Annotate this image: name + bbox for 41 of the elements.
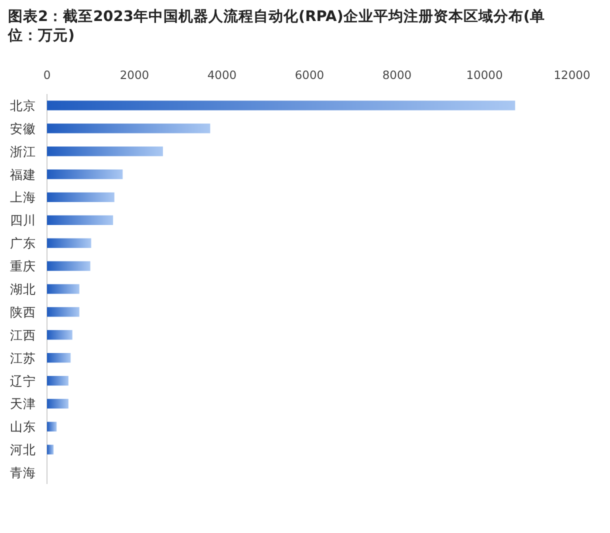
y-tick-label: 山东 <box>10 419 36 434</box>
bar <box>47 376 68 386</box>
y-tick-label: 北京 <box>10 98 36 113</box>
x-tick-label: 10000 <box>466 68 503 82</box>
bar <box>47 422 57 432</box>
bar <box>47 124 210 134</box>
y-tick-label: 浙江 <box>10 144 36 159</box>
x-tick-label: 4000 <box>207 68 237 82</box>
x-tick-label: 6000 <box>294 68 324 82</box>
y-tick-label: 河北 <box>10 442 36 458</box>
x-tick-label: 0 <box>43 68 51 82</box>
y-tick-label: 重庆 <box>10 258 36 274</box>
title: 图表2：截至2023年中国机器人流程自动化(RPA)企业平均注册资本区域分布(单位：万元) <box>8 9 546 44</box>
bar <box>47 307 80 317</box>
bar <box>47 444 54 454</box>
bar <box>47 215 114 225</box>
x-tick-label: 8000 <box>382 68 412 82</box>
bar <box>47 398 68 409</box>
y-tick-label: 江苏 <box>10 350 36 366</box>
y-tick-label: 安徽 <box>10 120 36 136</box>
bar <box>47 284 80 294</box>
bar <box>47 330 72 340</box>
bar <box>47 100 516 110</box>
y-tick-label: 江西 <box>10 327 36 342</box>
bar <box>47 353 71 363</box>
y-tick-label: 陕西 <box>10 304 36 320</box>
bar <box>47 261 90 271</box>
bar <box>47 146 163 156</box>
y-tick-label: 青海 <box>10 465 36 480</box>
x-tick-label: 12000 <box>554 68 590 82</box>
y-tick-label: 四川 <box>10 212 36 228</box>
x-tick-label: 2000 <box>120 68 150 82</box>
y-tick-label: 上海 <box>10 190 36 205</box>
bar <box>47 238 92 248</box>
y-tick-label: 广东 <box>10 236 36 251</box>
y-tick-label: 福建 <box>10 166 36 182</box>
y-tick-label: 辽宁 <box>10 373 36 388</box>
bar <box>47 192 114 202</box>
bar <box>47 169 123 180</box>
y-tick-label: 湖北 <box>10 282 36 296</box>
y-tick-label: 天津 <box>10 396 36 412</box>
